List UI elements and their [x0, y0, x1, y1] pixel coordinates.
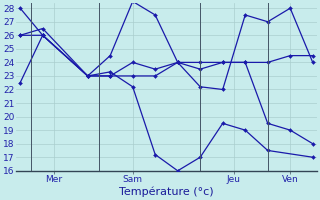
X-axis label: Température (°c): Température (°c) [119, 187, 214, 197]
